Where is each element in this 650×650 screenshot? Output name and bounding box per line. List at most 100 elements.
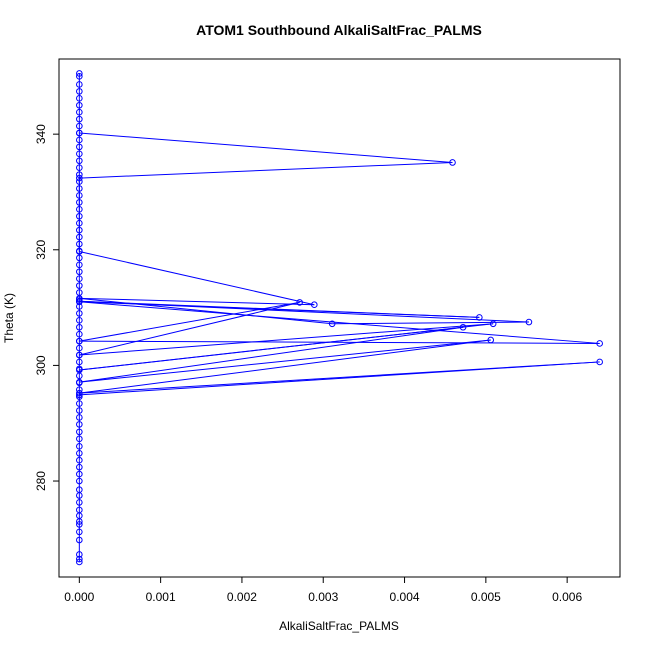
data-point <box>76 70 83 77</box>
data-point <box>76 506 83 514</box>
data-point <box>76 449 83 457</box>
data-point <box>76 206 83 213</box>
series-segment <box>79 301 300 356</box>
data-point <box>76 185 83 192</box>
series-segment <box>79 301 600 344</box>
data-point <box>310 301 318 309</box>
data-point <box>596 358 603 366</box>
x-tick-label: 0.004 <box>390 590 420 604</box>
data-point <box>76 254 83 262</box>
series-segment <box>79 161 453 179</box>
data-point <box>76 551 83 558</box>
data-point <box>525 318 533 326</box>
series-segment <box>79 339 491 394</box>
data-point <box>76 150 83 158</box>
data-point <box>76 351 83 359</box>
data-point <box>76 470 83 478</box>
data-point <box>76 463 83 471</box>
x-tick-label: 0.005 <box>471 590 501 604</box>
series-segment <box>332 321 529 325</box>
data-point <box>76 122 83 130</box>
y-axis-label: Theta (K) <box>2 293 16 343</box>
data-point <box>596 340 603 347</box>
series-segment <box>79 301 300 342</box>
series-segment <box>79 301 480 318</box>
data-point <box>76 536 83 544</box>
data-point <box>76 295 83 302</box>
data-point <box>76 317 83 324</box>
data-point <box>76 268 83 276</box>
data-point <box>76 400 83 407</box>
y-tick-label: 300 <box>34 355 48 375</box>
data-point <box>76 456 83 464</box>
data-point <box>476 314 483 321</box>
data-point <box>76 212 83 220</box>
data-point <box>76 499 83 506</box>
data-point <box>76 275 83 282</box>
data-point <box>76 407 83 414</box>
data-point <box>76 136 83 144</box>
data-point <box>459 323 467 331</box>
data-point <box>76 233 83 241</box>
data-point <box>76 88 83 95</box>
x-tick-label: 0.000 <box>64 590 94 604</box>
data-point <box>76 528 83 536</box>
x-tick-label: 0.001 <box>146 590 176 604</box>
data-point <box>76 378 83 386</box>
data-point <box>76 310 83 317</box>
data-point <box>76 174 83 182</box>
x-tick-label: 0.003 <box>308 590 338 604</box>
plot-frame <box>58 58 621 578</box>
y-tick-label: 280 <box>34 471 48 491</box>
data-point <box>76 521 83 528</box>
data-point <box>76 171 83 178</box>
y-tick-label: 320 <box>34 239 48 259</box>
data-point <box>76 178 83 185</box>
x-tick-label: 0.002 <box>227 590 257 604</box>
data-point <box>76 358 83 366</box>
data-point <box>76 330 83 338</box>
y-axis: 280 300 320 340 <box>34 124 59 491</box>
x-axis: 0.000 0.001 0.002 0.003 0.004 0.005 0.006 <box>64 577 582 604</box>
data-point <box>76 391 83 399</box>
data-point <box>76 443 83 450</box>
data-point <box>76 240 83 248</box>
series-segment <box>79 323 494 356</box>
data-point <box>76 199 83 206</box>
data-point <box>76 558 83 566</box>
series-lines <box>78 73 600 562</box>
series-segment <box>79 340 600 344</box>
data-point <box>76 164 83 171</box>
data-point <box>76 261 83 269</box>
series-segment <box>79 326 464 371</box>
data-point <box>76 421 83 428</box>
y-tick-label: 340 <box>34 124 48 144</box>
series-segment <box>79 361 600 396</box>
chart-title: ATOM1 Southbound AlkaliSaltFrac_PALMS <box>196 22 482 38</box>
data-point <box>76 477 83 485</box>
data-point <box>76 366 83 374</box>
data-point <box>76 157 83 165</box>
data-point <box>489 320 497 328</box>
data-point <box>328 320 336 328</box>
data-point <box>76 555 83 563</box>
data-point <box>449 159 456 166</box>
data-point <box>76 73 83 80</box>
data-point <box>76 435 83 443</box>
data-point <box>76 115 83 123</box>
data-point <box>76 344 83 352</box>
data-point <box>296 299 303 306</box>
series-points <box>76 70 603 566</box>
data-point <box>76 282 83 289</box>
data-point <box>76 486 83 494</box>
series-segment <box>79 326 464 383</box>
data-point <box>76 81 83 88</box>
series-segment <box>79 297 315 306</box>
series-segment <box>79 132 453 163</box>
data-point <box>76 101 83 109</box>
data-point <box>76 129 83 137</box>
series-segment <box>79 251 315 306</box>
data-point <box>76 428 83 436</box>
data-point <box>76 192 83 199</box>
